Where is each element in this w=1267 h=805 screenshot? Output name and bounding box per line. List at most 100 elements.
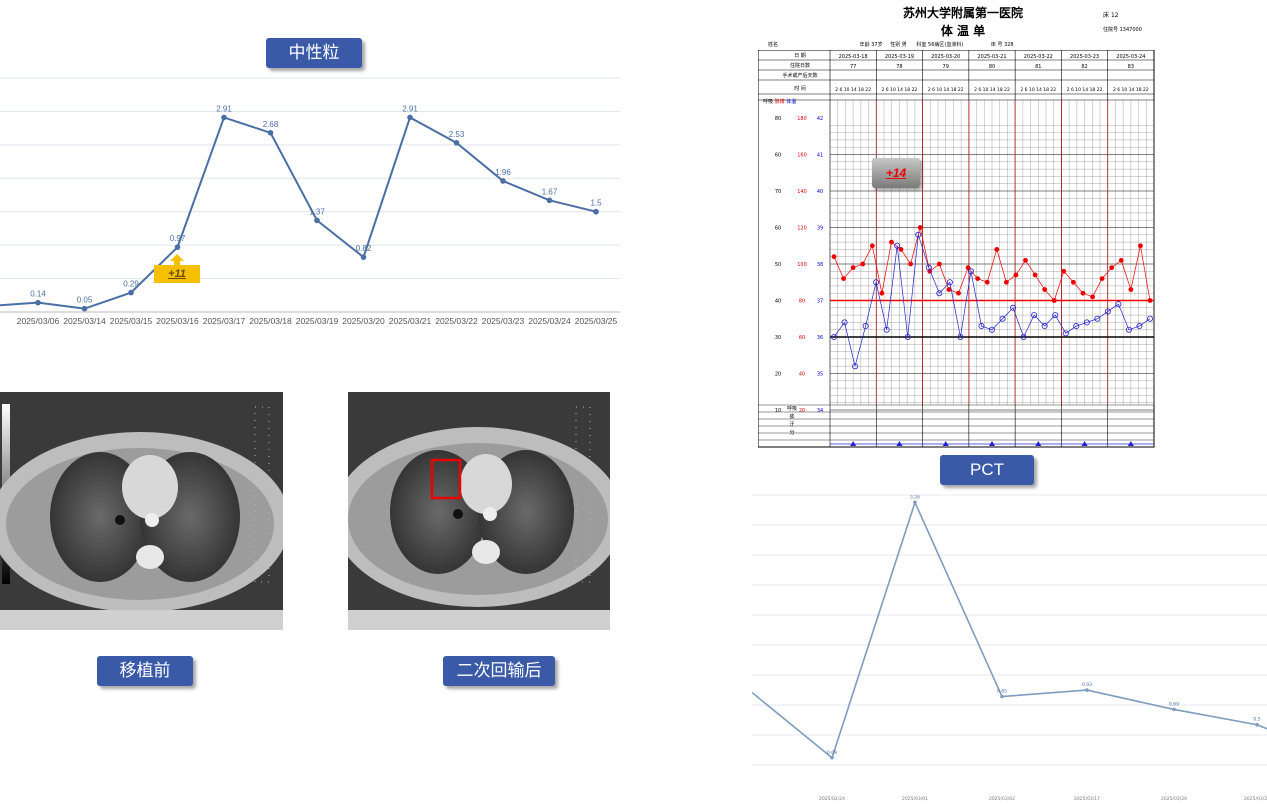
temperature-point xyxy=(1099,276,1105,282)
pulse-point xyxy=(957,333,964,340)
admission-number-label: 住院号 xyxy=(1103,27,1119,33)
hospital-day-cell: 80 xyxy=(989,64,995,70)
time-cell: 2 6 10 14 18 22 xyxy=(1113,87,1149,93)
pulse-point xyxy=(999,315,1006,322)
patient-name-label: 姓名 xyxy=(768,42,779,48)
date-cell: 2025-03-18 xyxy=(839,54,868,60)
x-tick-label: 2025/03/16 xyxy=(156,316,199,326)
data-label: 0.09 xyxy=(827,750,837,756)
data-point xyxy=(1000,694,1004,699)
data-point xyxy=(128,289,134,296)
x-tick-label: 2025/03/06 xyxy=(17,316,60,326)
bottom-row-label: 分 xyxy=(789,430,795,436)
pulse-point xyxy=(1020,333,1027,340)
data-point xyxy=(221,114,227,121)
col-label-pulse: 脉搏 xyxy=(774,99,785,105)
resp-tick: 50 xyxy=(775,262,781,268)
bottom-row-label: 汗 xyxy=(789,422,795,428)
pulse-point xyxy=(978,323,985,330)
data-label: 0.69 xyxy=(1169,701,1179,707)
ct-scan-before xyxy=(0,392,283,630)
pulse-point xyxy=(915,231,922,238)
temperature-point xyxy=(975,276,981,282)
pulse-point xyxy=(936,290,943,297)
data-label: 0.14 xyxy=(30,290,46,299)
date-cell: 2025-03-19 xyxy=(885,54,914,60)
temp-tick: 37 xyxy=(817,299,823,305)
time-cell: 2 6 10 14 18 22 xyxy=(928,87,964,93)
x-tick-label: 2025/03/19 xyxy=(296,316,339,326)
data-label: 1.37 xyxy=(309,207,325,216)
temperature-point xyxy=(1051,298,1057,303)
data-label: 1.96 xyxy=(495,168,511,177)
x-tick-label: 2025/03/15 xyxy=(110,316,153,326)
data-point xyxy=(1085,688,1089,692)
resp-tick: 70 xyxy=(775,189,781,195)
temp-tick: 40 xyxy=(817,189,823,195)
x-tick-label: 2025/03/25 xyxy=(575,316,618,326)
sheet-form-title: 体 温 单 xyxy=(940,24,986,38)
pulse-point xyxy=(1094,315,1101,322)
pulse-point xyxy=(967,268,974,275)
x-tick-label: 2025/03/24 xyxy=(528,316,571,326)
pulse-point xyxy=(862,323,869,330)
pulse-tick: 40 xyxy=(799,372,805,378)
pulse-line xyxy=(833,234,1151,367)
x-tick-label: 2025/03/20 xyxy=(1161,796,1187,802)
data-point xyxy=(453,140,460,146)
marker-triangle xyxy=(942,441,949,446)
data-label: 0.05 xyxy=(77,296,93,305)
marker-triangle xyxy=(989,441,995,446)
resp-tick: 80 xyxy=(775,116,781,122)
row-label-time: 时 间 xyxy=(794,86,806,92)
sex-value: 男 xyxy=(901,42,907,48)
temp-tick: 42 xyxy=(817,116,823,122)
hospital-day-cell: 78 xyxy=(896,64,902,70)
data-point xyxy=(593,208,599,215)
data-label: 1.5 xyxy=(590,199,602,208)
x-tick-label: 2025/03/14 xyxy=(63,316,106,326)
pulse-tick: 60 xyxy=(799,335,805,341)
x-tick-label: 2025/03/23 xyxy=(482,316,525,326)
hospital-day-cell: 83 xyxy=(1128,64,1134,70)
resp-tick: 40 xyxy=(775,299,781,305)
pulse-point xyxy=(1104,308,1111,315)
age-value: 37岁 xyxy=(871,42,883,48)
neutrophil-chart-title: 中性粒 xyxy=(266,38,362,68)
temperature-point xyxy=(879,290,885,296)
arrow-up-icon xyxy=(170,254,184,266)
temperature-point xyxy=(917,225,923,230)
pct-line-chart: 0.09 2025/02/24 3.26 2025/03/01 0.85 2025/03/… xyxy=(752,494,1267,802)
pulse-point xyxy=(894,242,901,249)
temperature-point xyxy=(1061,268,1067,274)
temperature-point xyxy=(898,246,904,252)
data-point xyxy=(35,299,41,306)
x-tick-label: 2025/02/24 xyxy=(819,796,845,802)
temperature-point xyxy=(869,243,875,249)
pulse-tick: 100 xyxy=(797,262,807,268)
date-cell: 2025-03-20 xyxy=(931,54,960,60)
row-label-postop-days: 手术或产后天数 xyxy=(782,73,818,79)
temperature-point xyxy=(1109,265,1115,271)
pulse-point xyxy=(1062,330,1069,337)
temperature-point xyxy=(1042,287,1048,292)
neutrophil-series-line xyxy=(0,115,597,310)
x-tick-label: 2025/03/20 xyxy=(342,316,385,326)
temperature-point xyxy=(1023,257,1028,263)
marker-triangle xyxy=(1081,441,1088,446)
resp-tick: 60 xyxy=(775,226,781,232)
temperature-line xyxy=(833,227,1151,302)
pulse-tick: 160 xyxy=(797,153,807,159)
temp-tick: 36 xyxy=(817,335,823,341)
pulse-point xyxy=(873,279,880,286)
bed-value: 12 xyxy=(1110,12,1119,19)
pulse-point xyxy=(925,264,932,271)
time-cell: 2 6 10 14 18 22 xyxy=(974,87,1010,93)
data-label: 0.82 xyxy=(356,244,372,253)
age-label: 年龄 xyxy=(859,42,870,48)
ct-scan-after xyxy=(348,392,610,630)
hospital-name: 苏州大学附属第一医院 xyxy=(902,6,1023,20)
temperature-point xyxy=(860,261,866,267)
pulse-point xyxy=(841,319,848,326)
hospital-day-cell: 79 xyxy=(943,64,949,70)
